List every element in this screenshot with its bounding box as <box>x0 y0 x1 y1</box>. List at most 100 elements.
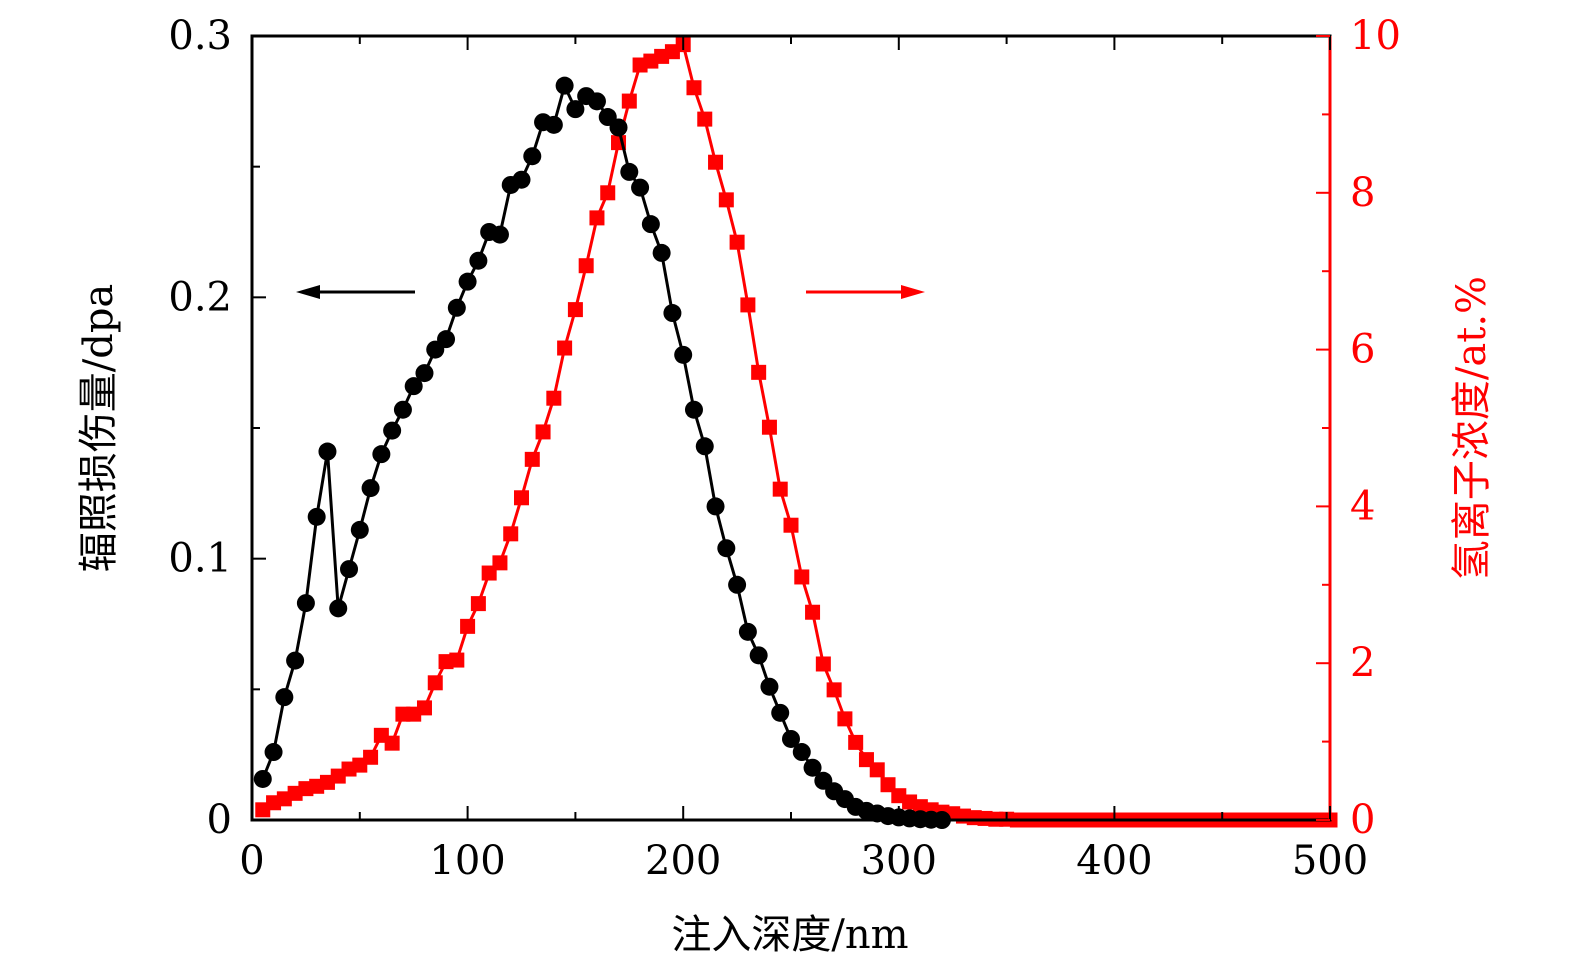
damage-data-point <box>264 743 283 762</box>
hydrogen-data-point <box>794 569 810 585</box>
damage-data-point <box>415 364 434 383</box>
damage-data-point <box>340 560 359 579</box>
x-tick-label: 100 <box>429 838 505 884</box>
damage-data-point <box>361 479 380 498</box>
y-right-tick-label: 0 <box>1350 797 1375 843</box>
hydrogen-data-point <box>761 419 777 435</box>
damage-data-point <box>404 377 423 396</box>
x-tick-label: 400 <box>1076 838 1152 884</box>
hydrogen-data-point <box>535 424 551 440</box>
damage-data-point <box>523 147 542 166</box>
damage-data-point <box>652 243 671 262</box>
damage-data-point <box>663 304 682 323</box>
hydrogen-data-point <box>740 297 756 313</box>
hydrogen-data-point <box>470 596 486 612</box>
hydrogen-data-point <box>708 154 724 170</box>
hydrogen-data-point <box>460 618 476 634</box>
hydrogen-data-point <box>697 111 713 127</box>
hydrogen-data-point <box>805 604 821 620</box>
x-tick-label: 300 <box>861 838 937 884</box>
damage-data-point <box>609 118 628 137</box>
hydrogen-data-point <box>567 302 583 318</box>
damage-data-point <box>695 437 714 456</box>
x-tick-label: 500 <box>1292 838 1368 884</box>
hydrogen-data-point <box>427 675 443 691</box>
damage-data-point <box>587 92 606 111</box>
damage-data-point <box>760 677 779 696</box>
y-right-tick-label: 2 <box>1350 640 1375 686</box>
hydrogen-data-point <box>384 735 400 751</box>
damage-data-point <box>792 743 811 762</box>
y-right-tick-label: 8 <box>1350 170 1375 216</box>
damage-data-point <box>296 594 315 613</box>
y-left-tick-label: 0.2 <box>168 274 232 320</box>
x-tick-label: 200 <box>645 838 721 884</box>
hydrogen-data-point <box>621 93 637 109</box>
damage-data-point <box>437 330 456 349</box>
y-left-tick-label: 0.3 <box>168 13 232 59</box>
damage-data-point <box>684 400 703 419</box>
hydrogen-data-point <box>783 517 799 533</box>
plot-marks <box>253 37 1338 829</box>
y-right-tick-label: 6 <box>1350 327 1375 373</box>
hydrogen-data-point <box>686 80 702 96</box>
damage-data-point <box>458 272 477 291</box>
hydrogen-data-point <box>514 490 529 506</box>
y-left-axis-label: 辐照损伤量/dpa <box>76 284 122 573</box>
y-right-axis-label: 氢离子浓度/at.% <box>1449 276 1495 580</box>
x-axis-label: 注入深度/nm <box>671 912 908 958</box>
damage-data-point <box>286 651 305 670</box>
y-left-tick-label: 0.1 <box>168 536 232 582</box>
damage-data-point <box>738 622 757 641</box>
hydrogen-data-point <box>869 762 885 778</box>
damage-data-point <box>728 575 747 594</box>
damage-data-point <box>490 225 509 244</box>
damage-data-point <box>555 76 574 95</box>
hydrogen-data-point <box>837 711 853 727</box>
hydrogen-data-point <box>729 234 745 250</box>
hydrogen-data-point <box>557 340 573 356</box>
right-arrow-annotation <box>806 285 925 299</box>
hydrogen-data-point <box>772 481 788 497</box>
hydrogen-data-point <box>546 390 562 406</box>
hydrogen-data-point <box>578 258 594 274</box>
hydrogen-data-point <box>600 185 616 201</box>
damage-data-point <box>253 769 272 788</box>
damage-data-point <box>512 170 531 189</box>
hydrogen-data-point <box>492 555 508 571</box>
damage-data-point <box>717 539 736 558</box>
damage-data-point <box>275 688 294 707</box>
damage-data-point <box>350 520 369 539</box>
hydrogen-data-point <box>751 364 767 380</box>
damage-data-point <box>566 100 585 119</box>
damage-data-point <box>307 507 326 526</box>
hydrogen-data-point <box>718 192 734 208</box>
damage-data-point <box>383 421 402 440</box>
damage-data-point <box>447 298 466 317</box>
damage-data-point <box>372 445 391 464</box>
hydrogen-data-point <box>363 749 379 765</box>
hydrogen-data-point <box>416 700 432 716</box>
hydrogen-data-point <box>589 210 605 226</box>
plot-frame <box>250 34 1332 822</box>
damage-data-point <box>771 703 790 722</box>
left-arrow-annotation <box>296 285 415 299</box>
damage-data-point <box>631 178 650 197</box>
hydrogen-data-point <box>848 734 864 750</box>
damage-data-point <box>318 442 337 461</box>
x-tick-label: 0 <box>239 838 264 884</box>
damage-data-point <box>641 215 660 234</box>
y-right-tick-label: 4 <box>1350 483 1375 529</box>
damage-data-point <box>782 729 800 748</box>
hydrogen-data-point <box>826 682 842 698</box>
damage-data-point <box>706 497 725 516</box>
hydrogen-data-point <box>815 656 831 672</box>
hydrogen-data-point <box>503 526 519 542</box>
y-left-tick-label: 0 <box>207 797 232 843</box>
damage-data-point <box>544 115 563 134</box>
y-right-tick-label: 10 <box>1350 13 1401 59</box>
damage-data-point <box>749 646 768 665</box>
damage-data-point <box>620 162 639 181</box>
